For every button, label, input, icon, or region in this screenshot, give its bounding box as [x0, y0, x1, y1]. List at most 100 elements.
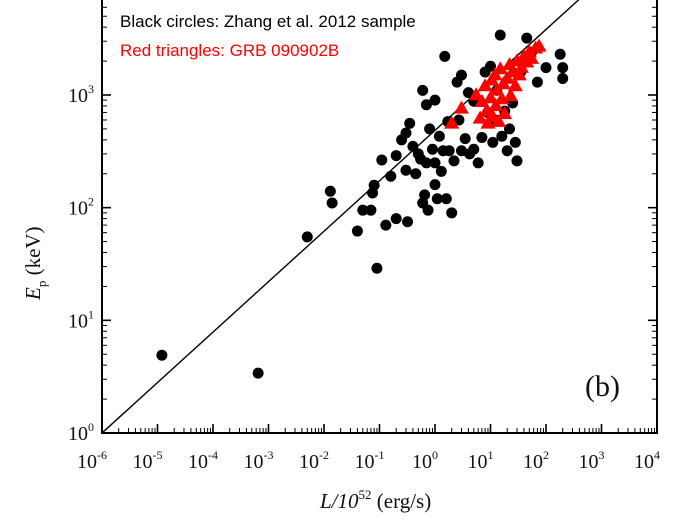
panel-label: (b): [585, 370, 620, 403]
data-point-circle: [400, 127, 412, 139]
data-point-circle: [368, 179, 380, 191]
data-point-circle: [468, 143, 480, 155]
x-axis-title-exp: 52: [359, 487, 372, 502]
data-point-circle: [435, 165, 447, 177]
data-point-triangle: [479, 103, 495, 117]
x-tick-label: 100: [412, 448, 438, 473]
data-point-circle: [448, 155, 460, 167]
x-tick-label: 10-5: [133, 448, 163, 473]
y-tick-label: 101: [68, 307, 94, 332]
data-point-triangle: [472, 110, 488, 124]
data-point-triangle: [444, 115, 460, 129]
data-point-circle: [455, 69, 467, 81]
data-point-triangle: [499, 70, 515, 84]
data-point-circle: [494, 29, 506, 41]
y-axis-title-unit: (keV): [21, 226, 45, 280]
data-point-circle: [476, 131, 488, 143]
data-point-circle: [511, 155, 523, 167]
data-point-circle: [420, 157, 432, 169]
data-point-circle: [426, 143, 438, 155]
data-point-triangle: [474, 94, 490, 108]
data-point-circle: [501, 145, 513, 157]
data-point-circle: [485, 60, 496, 72]
data-point-circle: [390, 150, 402, 162]
data-point-circle: [554, 48, 566, 60]
data-point-circle: [420, 99, 432, 111]
data-point-circle: [324, 185, 336, 197]
data-point-circle: [376, 154, 388, 166]
data-point-circle: [365, 204, 377, 216]
x-axis-title-main: L/10: [319, 489, 359, 513]
x-tick-label: 102: [523, 448, 549, 473]
data-point-circle: [357, 204, 369, 216]
data-point-triangle: [531, 38, 547, 52]
y-axis-title-main: E: [21, 287, 45, 301]
legend-entry-black-circles: Black circles: Zhang et al. 2012 sample: [120, 12, 416, 31]
data-point-circle: [400, 164, 412, 176]
data-point-circle: [521, 32, 533, 44]
x-tick-label: 101: [468, 448, 494, 473]
x-tick-label: 10-1: [355, 448, 385, 473]
data-point-circle: [504, 123, 516, 135]
triangles-series: [444, 38, 547, 129]
x-tick-label: 10-4: [188, 448, 218, 473]
data-point-circle: [431, 193, 443, 205]
y-tick-label: 102: [68, 195, 94, 220]
data-point-circle: [390, 213, 402, 225]
data-point-circle: [385, 170, 397, 182]
axis-ticks: [101, 6, 658, 434]
data-point-triangle: [468, 87, 484, 101]
data-point-circle: [439, 50, 451, 62]
data-point-circle: [326, 197, 338, 209]
data-point-circle: [443, 145, 455, 157]
x-tick-label: 103: [579, 448, 605, 473]
data-point-circle: [440, 193, 452, 205]
y-axis-title: Ep (keV): [21, 226, 49, 301]
data-point-circle: [531, 76, 543, 88]
data-point-circle: [417, 84, 429, 96]
legend-entry-red-triangles: Red triangles: GRB 090902B: [120, 41, 339, 60]
data-point-triangle: [491, 113, 507, 127]
data-point-circle: [429, 157, 441, 169]
data-point-circle: [424, 123, 436, 135]
data-point-circle: [371, 262, 383, 274]
data-point-circle: [419, 189, 431, 201]
x-axis-title-unit: (erg/s): [372, 489, 432, 513]
y-tick-label: 103: [68, 82, 94, 107]
data-point-triangle: [507, 78, 523, 92]
data-point-triangle: [488, 98, 504, 112]
x-tick-label: 10-2: [299, 448, 329, 473]
data-point-triangle: [497, 106, 513, 120]
data-point-circle: [156, 349, 168, 361]
data-point-circle: [410, 168, 422, 180]
data-point-circle: [557, 62, 569, 74]
fit-line: [102, 0, 580, 433]
data-point-circle: [509, 136, 521, 148]
y-tick-labels: 100 101 102 103: [68, 82, 94, 445]
y-axis-title-sub: p: [34, 281, 49, 288]
data-point-circle: [446, 207, 458, 219]
plot-frame: [101, 0, 658, 434]
data-point-circle: [404, 117, 416, 129]
data-point-circle: [453, 114, 465, 126]
data-point-circle: [402, 216, 414, 228]
x-axis-title: L/1052 (erg/s): [319, 487, 431, 513]
data-point-circle: [422, 204, 434, 216]
y-tick-label: 100: [68, 420, 94, 445]
data-point-circle: [429, 179, 441, 191]
data-point-circle: [487, 136, 499, 148]
data-point-triangle: [524, 50, 540, 64]
data-point-triangle: [480, 115, 496, 129]
data-point-circle: [252, 367, 264, 379]
data-point-circle: [380, 219, 392, 231]
x-tick-label: 10-6: [77, 448, 107, 473]
data-point-circle: [462, 87, 474, 99]
data-point-triangle: [483, 90, 498, 104]
data-point-triangle: [492, 61, 508, 75]
data-point-circle: [351, 225, 363, 237]
plot-area: [102, 0, 580, 433]
data-point-circle: [496, 130, 508, 142]
data-point-circle: [557, 73, 569, 85]
data-point-circle: [459, 133, 471, 145]
data-point-circle: [540, 62, 552, 74]
